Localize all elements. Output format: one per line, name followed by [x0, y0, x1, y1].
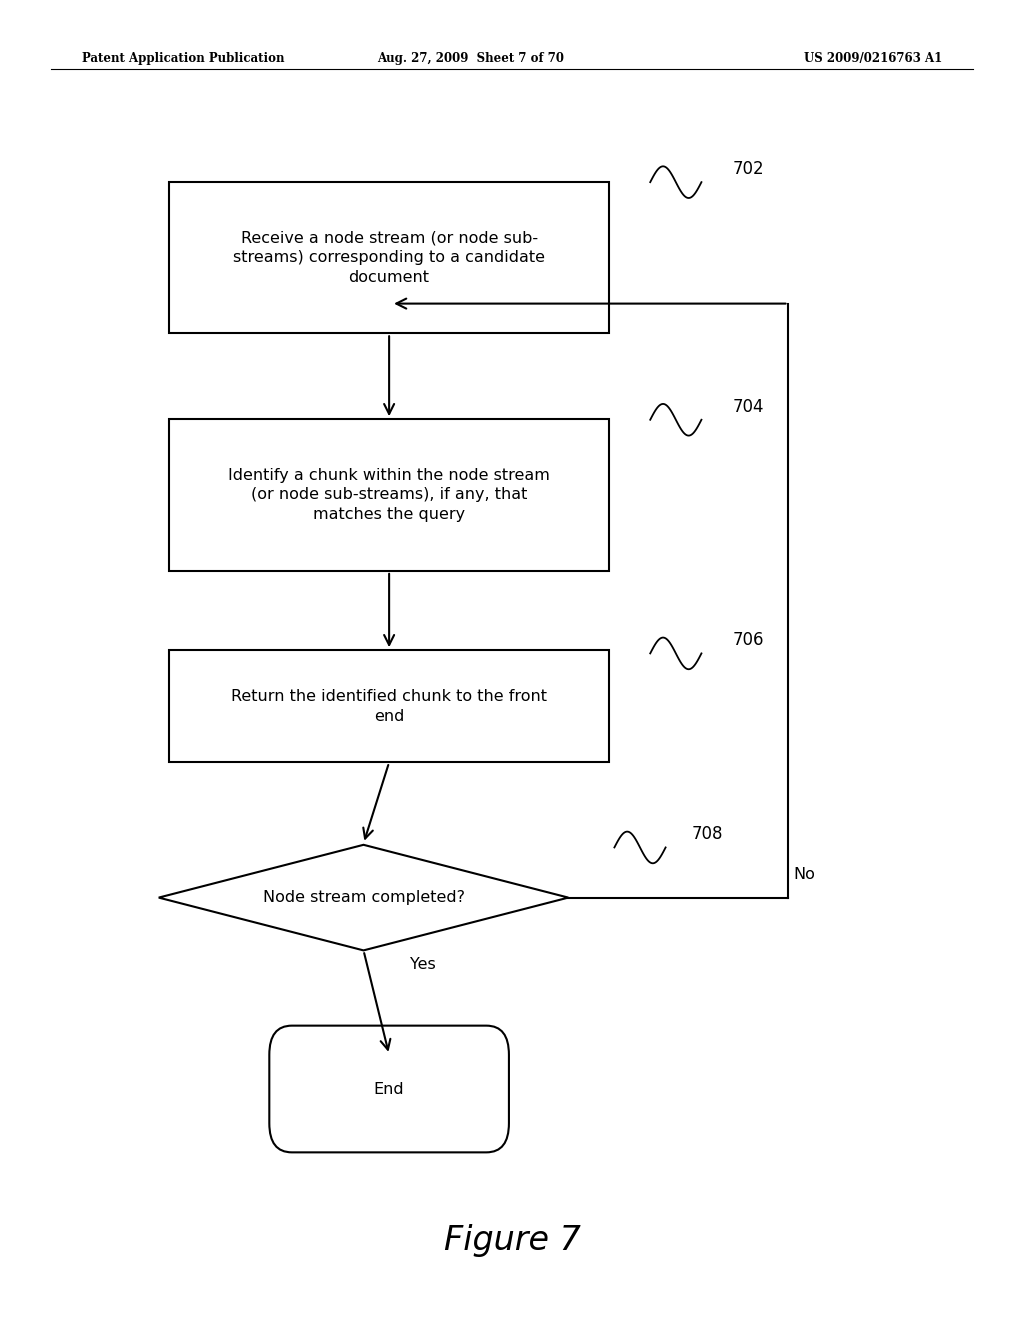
Text: 708: 708 [691, 825, 723, 843]
Text: Patent Application Publication: Patent Application Publication [82, 51, 285, 65]
Text: 702: 702 [732, 160, 764, 178]
Text: Node stream completed?: Node stream completed? [262, 890, 465, 906]
Text: 704: 704 [732, 397, 764, 416]
Polygon shape [159, 845, 568, 950]
Text: Figure 7: Figure 7 [443, 1225, 581, 1257]
Text: Aug. 27, 2009  Sheet 7 of 70: Aug. 27, 2009 Sheet 7 of 70 [378, 51, 564, 65]
Text: End: End [374, 1081, 404, 1097]
Text: Identify a chunk within the node stream
(or node sub-streams), if any, that
matc: Identify a chunk within the node stream … [228, 467, 550, 523]
FancyBboxPatch shape [269, 1026, 509, 1152]
Text: 706: 706 [732, 631, 764, 649]
Text: Return the identified chunk to the front
end: Return the identified chunk to the front… [231, 689, 547, 723]
Text: US 2009/0216763 A1: US 2009/0216763 A1 [804, 51, 942, 65]
Text: Yes: Yes [410, 957, 435, 972]
FancyBboxPatch shape [169, 649, 609, 762]
FancyBboxPatch shape [169, 420, 609, 570]
Text: No: No [794, 867, 815, 882]
Text: Receive a node stream (or node sub-
streams) corresponding to a candidate
docume: Receive a node stream (or node sub- stre… [233, 230, 545, 285]
FancyBboxPatch shape [169, 181, 609, 333]
